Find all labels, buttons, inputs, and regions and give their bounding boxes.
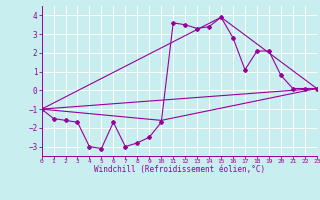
X-axis label: Windchill (Refroidissement éolien,°C): Windchill (Refroidissement éolien,°C): [94, 165, 265, 174]
